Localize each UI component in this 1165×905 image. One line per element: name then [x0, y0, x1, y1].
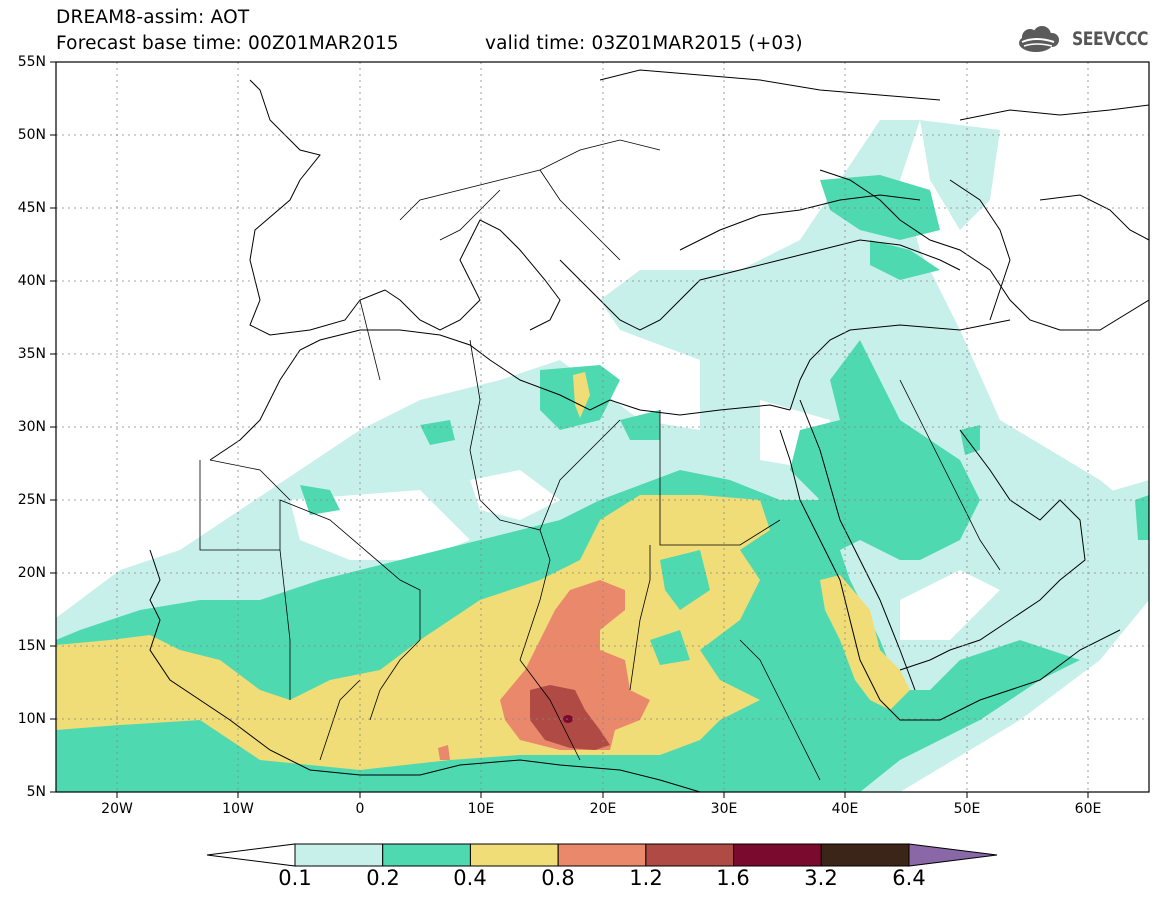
aot-contours [56, 62, 1149, 792]
lon-label: 20W [101, 801, 133, 817]
lat-label: 35N [17, 346, 46, 362]
lat-label: 40N [17, 273, 46, 289]
lon-label: 60E [1074, 801, 1102, 817]
lat-label: 45N [17, 200, 46, 216]
colorbar-label: 0.2 [366, 866, 400, 890]
lon-label: 30E [710, 801, 738, 817]
colorbar-label: 6.4 [892, 866, 926, 890]
colorbar-label: 0.4 [453, 866, 487, 890]
cloud-icon [1019, 26, 1059, 52]
forecast-base-time: Forecast base time: 00Z01MAR2015 [56, 33, 399, 54]
lon-label: 0 [355, 801, 365, 817]
lon-label: 20E [589, 801, 617, 817]
colorbar-label: 0.8 [541, 866, 575, 890]
colorbar-label: 3.2 [804, 866, 838, 890]
lat-label: 30N [17, 419, 46, 435]
lat-label: 55N [17, 54, 46, 70]
map-grid [56, 62, 1149, 792]
lat-label: 25N [17, 492, 46, 508]
colorbar-label: 0.1 [278, 866, 312, 890]
lat-label: 5N [26, 784, 46, 800]
lon-label: 50E [953, 801, 981, 817]
lat-label: 15N [17, 638, 46, 654]
lat-label: 10N [17, 711, 46, 727]
lon-label: 40E [831, 801, 859, 817]
valid-time: valid time: 03Z01MAR2015 (+03) [485, 33, 803, 54]
lon-label: 10E [467, 801, 495, 817]
lon-label: 10W [222, 801, 254, 817]
lat-label: 50N [17, 127, 46, 143]
lat-label: 20N [17, 565, 46, 581]
colorbar-label: 1.6 [716, 866, 750, 890]
map-title: DREAM8-assim: AOT [56, 7, 250, 28]
seevccc-logo: SEEVCCC [1072, 28, 1149, 50]
colorbar-label: 1.2 [629, 866, 663, 890]
